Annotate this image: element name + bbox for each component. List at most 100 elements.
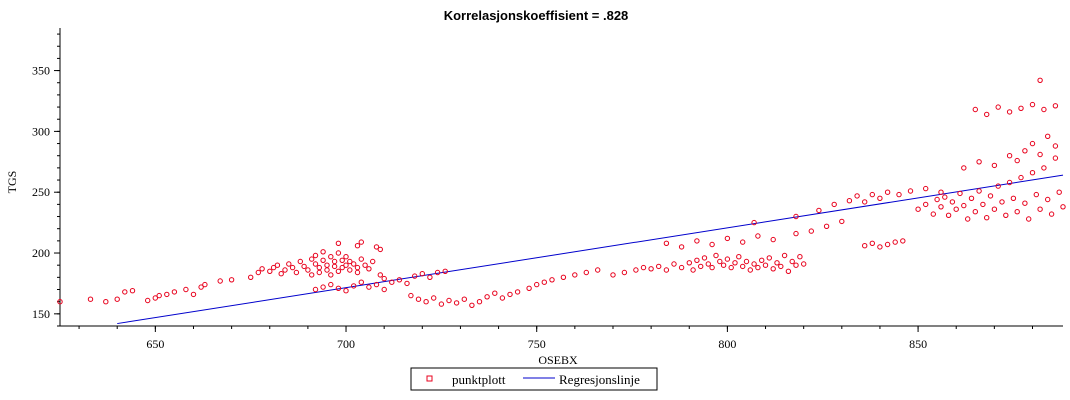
scatter-point [762, 262, 769, 268]
scatter-point [309, 272, 315, 278]
scatter-point [351, 261, 357, 267]
scatter-point [297, 258, 303, 265]
scatter-point [698, 263, 704, 270]
scatter-point [793, 262, 799, 268]
scatter-point [366, 284, 372, 290]
scatter-point [320, 284, 326, 290]
scatter-point [286, 261, 292, 267]
scatter-point [320, 249, 326, 255]
scatter-point [808, 228, 814, 234]
scatter-point [724, 235, 731, 242]
scatter-point [862, 199, 868, 205]
scatter-point [884, 241, 891, 248]
scatter-point [968, 195, 975, 202]
scatter-point [831, 201, 837, 208]
scatter-point [362, 262, 368, 268]
scatter-point [328, 272, 334, 278]
scatter-point [1026, 216, 1032, 222]
scatter-point [381, 286, 387, 293]
scatter-point [740, 239, 746, 245]
scatter-point [328, 281, 334, 288]
scatter-point [267, 268, 273, 274]
scatter-point [228, 277, 235, 283]
scatter-point [164, 291, 170, 298]
legend-box [410, 367, 658, 391]
scatter-point [331, 263, 338, 270]
scatter-point [339, 264, 345, 271]
y-tick-label: 200 [32, 246, 50, 260]
scatter-point [900, 238, 906, 244]
scatter-point [57, 299, 63, 305]
scatter-point [404, 280, 410, 287]
scatter-point [984, 111, 990, 118]
scatter-point [678, 264, 685, 271]
scatter-point [896, 191, 902, 198]
scatter-point [713, 252, 719, 259]
scatter-point [923, 185, 929, 192]
scatter-point [312, 252, 319, 259]
scatter-point [1041, 106, 1047, 113]
scatter-point [312, 261, 319, 267]
scatter-point [953, 206, 959, 212]
plot-axes: 150 200 250 300 350 650 700 750 800 850 [32, 28, 1063, 351]
scatter-point [442, 268, 448, 274]
scatter-point [991, 162, 998, 169]
scatter-point [671, 261, 677, 267]
scatter-point [381, 275, 387, 282]
scatter-point [709, 241, 715, 248]
scatter-point [1022, 200, 1028, 206]
scatter-point [766, 255, 772, 261]
x-tick-label: 650 [146, 337, 164, 351]
x-tick-label: 850 [909, 337, 927, 351]
scatter-point [354, 264, 361, 271]
scatter-point [541, 279, 547, 285]
scatter-point [972, 209, 978, 215]
scatter-point [301, 263, 307, 270]
scatter-point [816, 207, 822, 214]
y-tick-label: 300 [32, 124, 50, 138]
scatter-point [720, 262, 727, 268]
scatter-point [122, 289, 128, 295]
scatter-point [987, 193, 994, 199]
x-axis-label: OSEBX [538, 353, 578, 367]
scatter-point [907, 188, 914, 194]
scatter-point [343, 254, 349, 260]
scatter-point [358, 256, 364, 262]
scatter-point [366, 266, 372, 272]
scatter-point [728, 264, 734, 271]
scatter-point [709, 264, 715, 271]
scatter-point [640, 264, 647, 271]
scatter-point [755, 233, 761, 239]
scatter-point [324, 267, 330, 273]
scatter-point [961, 202, 967, 209]
y-tick-label: 250 [32, 185, 50, 199]
scatter-point [656, 263, 662, 270]
scatter-point [1006, 179, 1013, 186]
scatter-point [701, 255, 708, 261]
scatter-point [343, 288, 349, 294]
scatter-point [705, 261, 711, 267]
scatter-point [1037, 77, 1043, 84]
scatter-point [358, 239, 364, 245]
scatter-point [328, 254, 334, 260]
scatter-point [1045, 133, 1051, 140]
scatter-point [930, 211, 936, 217]
scatter-point [1018, 174, 1024, 181]
scatter-point [347, 267, 353, 273]
scatter-point [316, 264, 322, 271]
scatter-point [354, 243, 361, 249]
scatter-point [1029, 101, 1036, 108]
scatter-point [419, 271, 425, 277]
scatter-point [869, 191, 875, 198]
scatter-point [839, 218, 845, 225]
scatter-point [961, 165, 967, 171]
scatter-point [884, 189, 891, 195]
scatter-point [1052, 155, 1059, 161]
scatter-point [331, 258, 338, 265]
scatter-point [583, 269, 589, 276]
scatter-point [1056, 189, 1062, 195]
scatter-point [610, 272, 616, 278]
scatter-point [1018, 105, 1024, 112]
scatter-point [1037, 151, 1043, 158]
